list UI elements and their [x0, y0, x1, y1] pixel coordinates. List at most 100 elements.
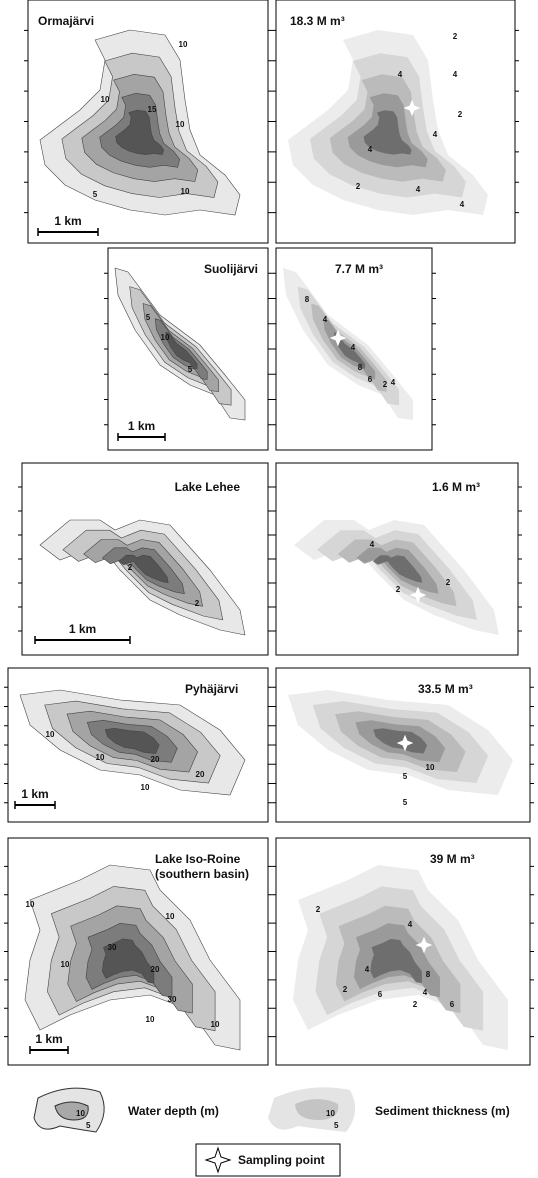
sediment-contour-label: 2 [383, 380, 388, 389]
sediment-contour-label: 4 [453, 70, 458, 79]
sediment-contour-label: 4 [460, 200, 465, 209]
depth-contour [165, 331, 198, 370]
depth-contour-label: 15 [148, 105, 157, 114]
sediment-contour-label: 2 [413, 1000, 418, 1009]
scale-bar-label: 1 km [128, 419, 155, 433]
sediment-contour-label: 4 [391, 378, 396, 387]
lake-name: Ormajärvi [38, 14, 94, 28]
depth-contour [115, 109, 164, 155]
lake-name: Lake Lehee [175, 480, 241, 494]
sediment-contour [373, 555, 423, 583]
sediment-contour-label: 2 [343, 985, 348, 994]
depth-contour [104, 727, 160, 754]
sediment-contour-label: 5 [403, 798, 408, 807]
depth-contour-label: 10 [61, 960, 70, 969]
lake-name: Pyhäjärvi [185, 682, 238, 696]
scale-bar-label: 1 km [69, 622, 96, 636]
depth-contour-label: 30 [168, 995, 177, 1004]
sediment-contour-label: 8 [358, 363, 363, 372]
lake-name: Suolijärvi [204, 262, 258, 276]
sediment-contour-label: 4 [408, 920, 413, 929]
sediment-contour [363, 110, 412, 155]
legend-sediment-inner [295, 1099, 339, 1120]
sampling-point [396, 734, 414, 752]
lake-name: Lake Iso-Roine [155, 852, 241, 866]
depth-contour-label: 20 [196, 770, 205, 779]
sediment-contour [373, 728, 428, 754]
scale-bar-label: 1 km [35, 1032, 62, 1046]
depth-contour-label: 5 [146, 313, 151, 322]
depth-map: Ormajärvi 1 km 10 10 15 10 5 10 [24, 0, 272, 244]
depth-contour-label: 20 [151, 965, 160, 974]
depth-map: Pyhäjärvi 1 km 10 10 20 20 10 [4, 667, 272, 823]
sediment-volume: 18.3 M m³ [290, 14, 345, 28]
legend-depth-label: Water depth (m) [128, 1104, 219, 1118]
depth-contour-label: 10 [96, 753, 105, 762]
legend-depth-inner [54, 1101, 89, 1121]
depth-contour-label: 2 [195, 599, 200, 608]
depth-contour-label: 10 [211, 1020, 220, 1029]
scale-bar-label: 1 km [54, 214, 81, 228]
sediment-contour-label: 2 [458, 110, 463, 119]
scale-bar-label: 1 km [21, 787, 48, 801]
sampling-point-icon [204, 1146, 232, 1174]
sampling-point [415, 936, 433, 954]
sampling-point [409, 586, 427, 604]
sediment-map: 33.5 M m³ 10 5 5 [272, 667, 534, 823]
sediment-contour-label: 4 [398, 70, 403, 79]
depth-contour-label: 10 [176, 120, 185, 129]
sediment-contour-label: 2 [316, 905, 321, 914]
sediment-contour-label: 8 [305, 295, 310, 304]
sampling-point [329, 329, 347, 347]
depth-contour-label: 10 [166, 912, 175, 921]
legend: Water depth (m) 10 5 Sediment thickness … [33, 1087, 510, 1177]
sampling-point [403, 99, 421, 117]
depth-contour-label: 10 [146, 1015, 155, 1024]
sediment-contour-label: 5 [403, 772, 408, 781]
sediment-contour-label: 2 [356, 182, 361, 191]
depth-map: Lake Iso-Roine(southern basin) 1 km 10 10 30… [4, 837, 272, 1066]
sediment-contour-label: 4 [423, 988, 428, 997]
legend-depth-contour: 5 [86, 1121, 91, 1130]
sediment-contour [370, 938, 422, 984]
depth-map: Suolijärvi 1 km 5 10 5 [104, 247, 272, 451]
sediment-contour-label: 4 [416, 185, 421, 194]
depth-contour-label: 5 [93, 190, 98, 199]
depth-contour-label: 10 [46, 730, 55, 739]
sediment-contour-label: 2 [453, 32, 458, 41]
depth-contour-label: 10 [101, 95, 110, 104]
depth-contour-label: 2 [128, 563, 133, 572]
sediment-contour-label: 4 [368, 145, 373, 154]
depth-contour [118, 554, 169, 584]
sediment-contour-label: 2 [446, 578, 451, 587]
sediment-map: 1.6 M m³ 4 2 2 [272, 462, 522, 656]
depth-contour-label: 10 [161, 333, 170, 342]
sediment-volume: 1.6 M m³ [432, 480, 480, 494]
sediment-contour-label: 4 [370, 540, 375, 549]
depth-contour [101, 938, 155, 984]
sediment-contour-label: 4 [323, 315, 328, 324]
legend-depth-contour: 10 [76, 1109, 85, 1118]
depth-contour-label: 5 [188, 365, 193, 374]
sediment-contour-label: 6 [378, 990, 383, 999]
legend-sediment-contour: 10 [326, 1109, 335, 1118]
lake-subtitle: (southern basin) [155, 867, 249, 881]
sampling-point-label: Sampling point [238, 1153, 325, 1167]
sediment-volume: 7.7 M m³ [335, 262, 383, 276]
sediment-contour-label: 8 [426, 970, 431, 979]
depth-contour-label: 10 [179, 40, 188, 49]
sediment-contour-label: 6 [450, 1000, 455, 1009]
legend-sediment-label: Sediment thickness (m) [375, 1104, 510, 1118]
sediment-contour-label: 4 [365, 965, 370, 974]
legend-sediment-contour: 5 [334, 1121, 339, 1130]
sediment-contour-label: 4 [351, 343, 356, 352]
depth-contour-label: 10 [181, 187, 190, 196]
sediment-contour-label: 10 [426, 763, 435, 772]
sediment-volume: 39 M m³ [430, 852, 475, 866]
depth-contour-label: 10 [26, 900, 35, 909]
depth-map: Lake Lehee 1 km 2 2 [18, 462, 272, 656]
depth-contour-label: 20 [151, 755, 160, 764]
sediment-volume: 33.5 M m³ [418, 682, 473, 696]
